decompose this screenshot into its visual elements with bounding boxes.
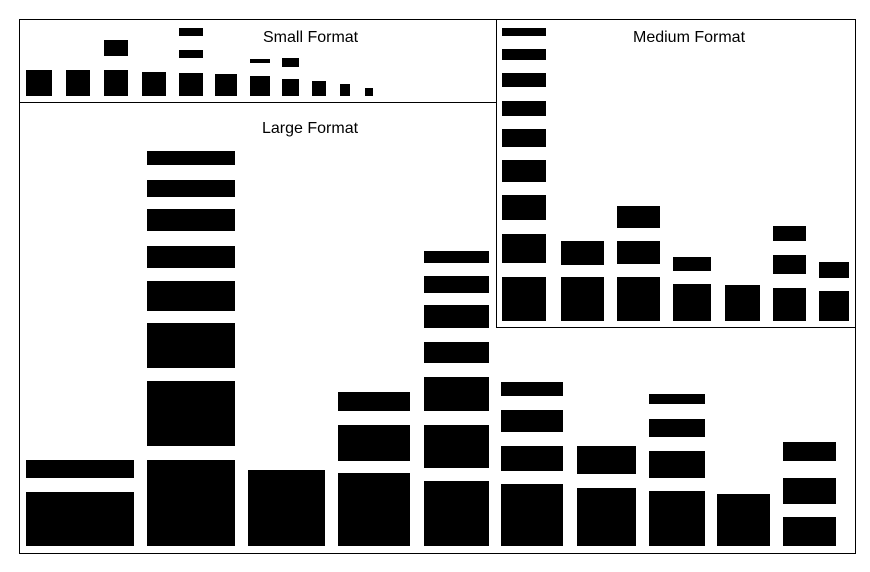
large-format-block-16: [424, 425, 489, 468]
large-format-block-31: [649, 394, 705, 404]
large-format-block-25: [501, 382, 563, 396]
large-format-block-10: [147, 151, 235, 165]
large-format-block-20: [424, 276, 489, 293]
large-format-block-5: [147, 323, 235, 368]
medium-format-block-1: [502, 277, 546, 321]
small-format-block-1: [26, 70, 52, 96]
medium-format-block-18: [773, 288, 806, 321]
small-format-block-13: [282, 58, 299, 67]
small-format-block-12: [282, 79, 299, 96]
small-format-block-3: [104, 70, 128, 96]
medium-format-block-19: [773, 255, 806, 274]
medium-format-block-12: [617, 277, 660, 321]
large-format-block-18: [424, 342, 489, 363]
medium-format-block-3: [502, 195, 546, 220]
small-format-block-2: [66, 70, 90, 96]
medium-format-block-20: [773, 226, 806, 241]
small-format-title: Small Format: [263, 29, 359, 46]
large-format-block-26: [577, 488, 636, 546]
large-format-block-28: [649, 491, 705, 546]
large-format-block-35: [783, 442, 836, 461]
medium-format-block-15: [673, 284, 711, 321]
medium-format-block-7: [502, 73, 546, 87]
medium-format-block-6: [502, 101, 546, 116]
large-format-block-15: [424, 481, 489, 546]
large-format-block-21: [424, 251, 489, 263]
large-format-block-13: [338, 425, 410, 461]
medium-format-block-16: [673, 257, 711, 271]
large-format-block-27: [577, 446, 636, 474]
medium-format-block-9: [502, 28, 546, 36]
large-format-block-8: [147, 209, 235, 231]
large-format-block-4: [147, 381, 235, 446]
medium-format-block-11: [561, 241, 604, 265]
medium-format-block-5: [502, 129, 546, 147]
large-format-block-6: [147, 281, 235, 311]
medium-format-block-8: [502, 49, 546, 60]
large-format-block-12: [338, 473, 410, 546]
large-format-block-30: [649, 419, 705, 437]
small-format-block-10: [250, 76, 270, 96]
small-format-block-7: [179, 50, 203, 58]
large-format-block-14: [338, 392, 410, 411]
large-format-block-23: [501, 446, 563, 471]
large-format-title: Large Format: [262, 120, 359, 137]
large-format-block-1: [26, 492, 134, 546]
medium-format-panel: [496, 19, 856, 328]
medium-format-block-4: [502, 160, 546, 182]
large-format-block-7: [147, 246, 235, 268]
medium-format-title: Medium Format: [633, 29, 746, 46]
large-format-block-9: [147, 180, 235, 197]
large-format-block-2: [26, 460, 134, 478]
small-format-block-6: [179, 73, 203, 96]
small-format-block-5: [142, 72, 166, 96]
small-format-block-9: [215, 74, 237, 96]
large-format-block-32: [717, 494, 770, 546]
small-format-block-11: [250, 59, 270, 63]
small-format-block-15: [340, 84, 350, 96]
medium-format-block-22: [819, 262, 849, 278]
large-format-block-24: [501, 410, 563, 432]
large-format-block-34: [783, 478, 836, 504]
large-format-block-17: [424, 377, 489, 411]
small-format-block-16: [365, 88, 373, 96]
medium-format-block-13: [617, 241, 660, 264]
large-format-block-22: [501, 484, 563, 546]
small-format-block-14: [312, 81, 326, 96]
large-format-block-3: [147, 460, 235, 546]
large-format-block-19: [424, 305, 489, 328]
small-format-block-4: [104, 40, 128, 56]
small-format-block-8: [179, 28, 203, 36]
medium-format-block-17: [725, 285, 760, 321]
medium-format-block-2: [502, 234, 546, 263]
medium-format-block-10: [561, 277, 604, 321]
medium-format-block-14: [617, 206, 660, 228]
large-format-block-11: [248, 470, 325, 546]
medium-format-block-21: [819, 291, 849, 321]
large-format-block-33: [783, 517, 836, 546]
large-format-block-29: [649, 451, 705, 478]
